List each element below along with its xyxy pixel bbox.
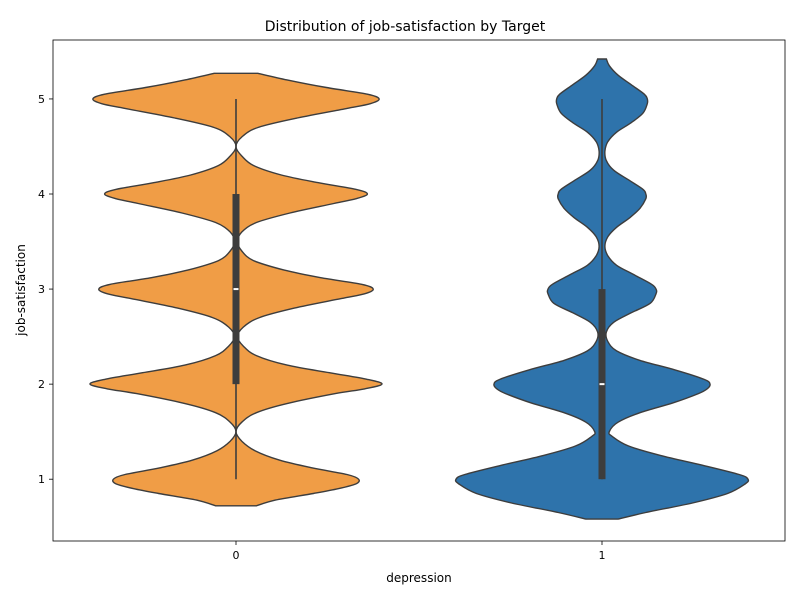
box-layer bbox=[232, 98, 606, 480]
x-axis-label: depression bbox=[386, 571, 451, 585]
plot-frame bbox=[52, 39, 786, 542]
x-tick-label: 0 bbox=[233, 549, 240, 562]
y-tick-label: 1 bbox=[38, 473, 45, 486]
y-tick-label: 2 bbox=[38, 378, 45, 391]
y-tick-label: 4 bbox=[38, 188, 45, 201]
y-axis-label: job-satisfaction bbox=[14, 244, 28, 337]
x-tick-label: 1 bbox=[599, 549, 606, 562]
y-tick-label: 5 bbox=[38, 93, 45, 106]
y-axis: 1 2 3 4 5 bbox=[38, 93, 53, 486]
y-tick-label: 3 bbox=[38, 283, 45, 296]
chart-title: Distribution of job-satisfaction by Targ… bbox=[265, 19, 546, 35]
violins-layer bbox=[89, 58, 750, 520]
